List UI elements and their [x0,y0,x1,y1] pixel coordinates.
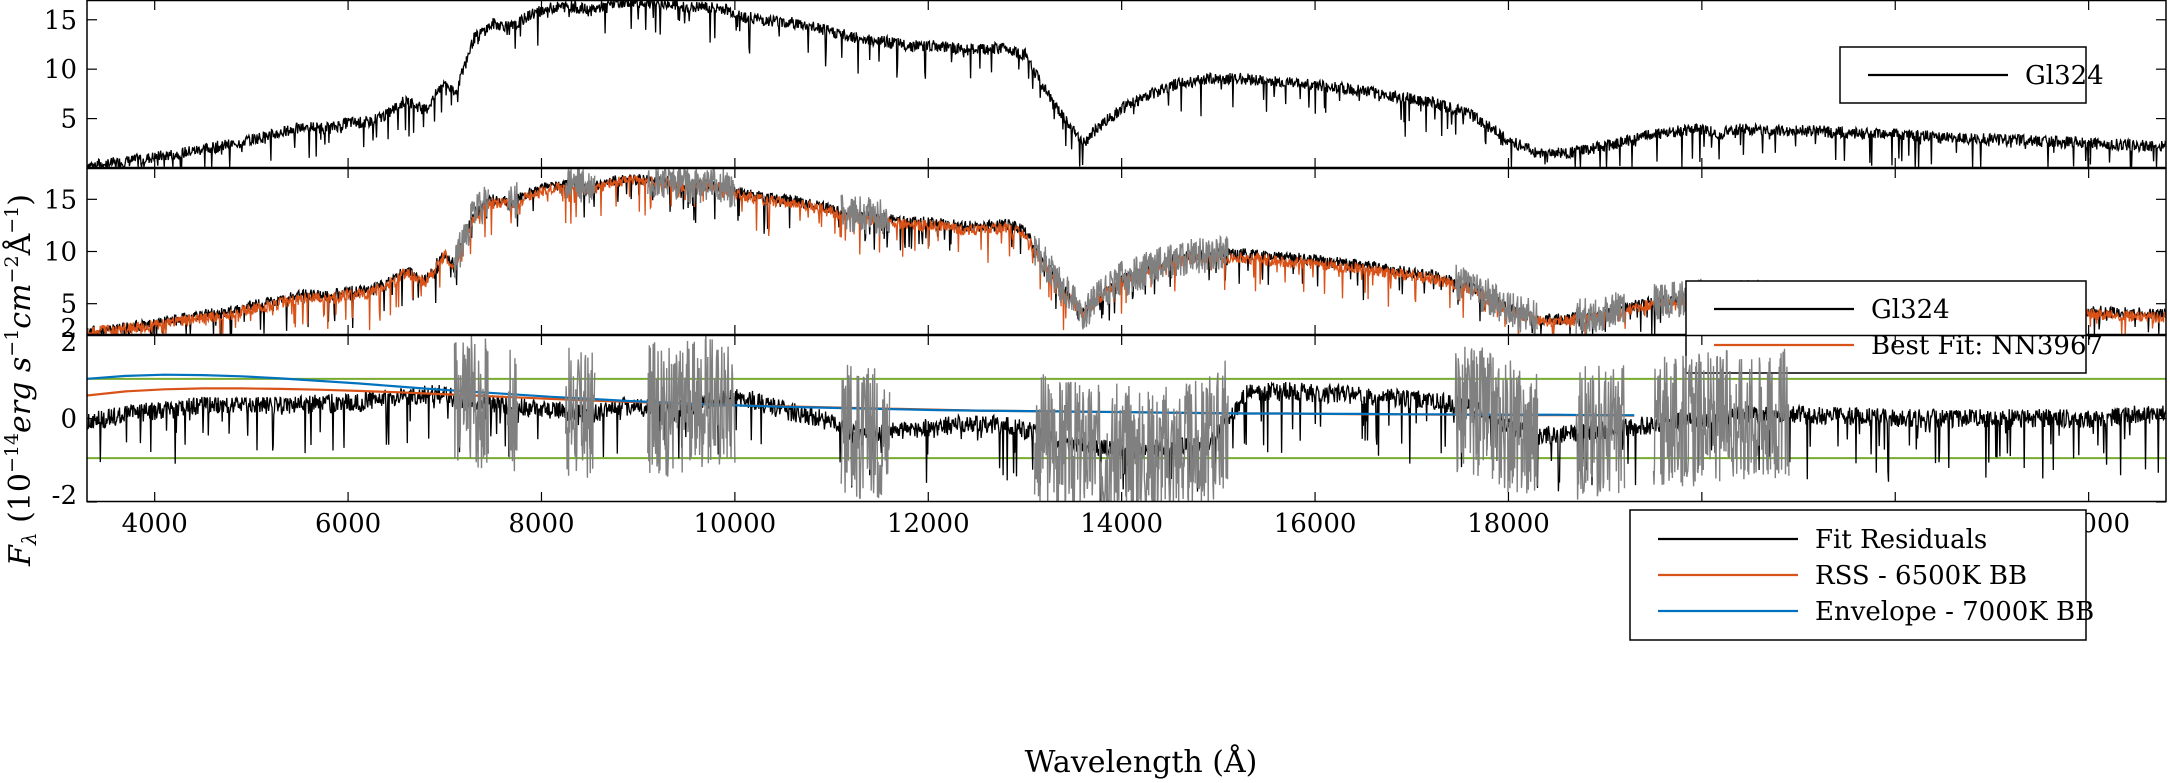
y-tick-label: 10 [44,238,77,268]
masked-region-6 [1454,346,1539,494]
y-tick-label: -2 [52,481,77,511]
x-axis-title: Wavelength (Å) [1025,744,1258,780]
legend-label: RSS - 6500K BB [1815,561,2027,591]
legend-bottom: Fit Residuals RSS - 6500K BB Envelope - 70… [1629,509,2094,641]
masked-region-2 [565,168,596,204]
legend-label: Envelope - 7000K BB [1815,597,2094,627]
masked-region-1 [506,349,518,472]
x-tick-label: 6000 [315,509,381,539]
y-tick-label: 0 [60,405,77,435]
legend-label: Fit Residuals [1815,525,1987,555]
masked-region-5 [1033,234,1229,330]
masked-region-1 [506,182,518,219]
series-envelope-7000k-bb-line [87,373,1635,417]
legend-label: Gl324 [2025,61,2104,91]
masked-region-6 [1454,264,1539,335]
masked-region-2 [565,347,596,478]
x-tick-label: 16000 [1274,509,1357,539]
masked-region-0 [453,186,489,279]
y-tick-label: 15 [44,6,77,36]
plot-area-top [87,0,2166,168]
legend-label: Gl324 [1871,295,1950,325]
x-tick-label: 8000 [508,509,574,539]
panel-top: 5 10 15 Gl324 [44,0,2167,169]
masked-region-3 [647,335,736,477]
y-tick-label: 5 [60,105,77,135]
panel-frame-top [86,0,2167,169]
y-tick-label: 2 [60,328,77,358]
masked-region-5 [1033,360,1229,502]
plot-area-bottom [87,335,2166,502]
y-tick-label: 2 [60,314,77,344]
y-tick-label: 10 [44,55,77,85]
masked-region-4 [840,194,891,236]
masked-region-3 [647,168,736,208]
masked-region-8 [1652,348,1790,487]
y-axis-title: Fλ (10−14erg s−1cm−2Å−1) [1,194,41,567]
masked-region-7 [1575,365,1626,500]
legend-box [1685,280,2087,374]
x-tick-label: 10000 [694,509,777,539]
y-tick-label: 5 [60,290,77,320]
panel-bottom: -2 0 2 4000 6000 8000 10000 12000 14000 16000 1800… [52,328,2167,641]
masked-region-7 [1575,292,1626,335]
legend-top: Gl324 [1839,46,2104,104]
x-tick-label: 14000 [1080,509,1163,539]
masked-region-4 [840,364,891,500]
x-tick-label: 18000 [1467,509,1550,539]
y-tick-label: 15 [44,185,77,215]
x-tick-label: 4000 [122,509,188,539]
x-tick-label: 12000 [887,509,970,539]
series-gl324-line [87,0,2166,168]
